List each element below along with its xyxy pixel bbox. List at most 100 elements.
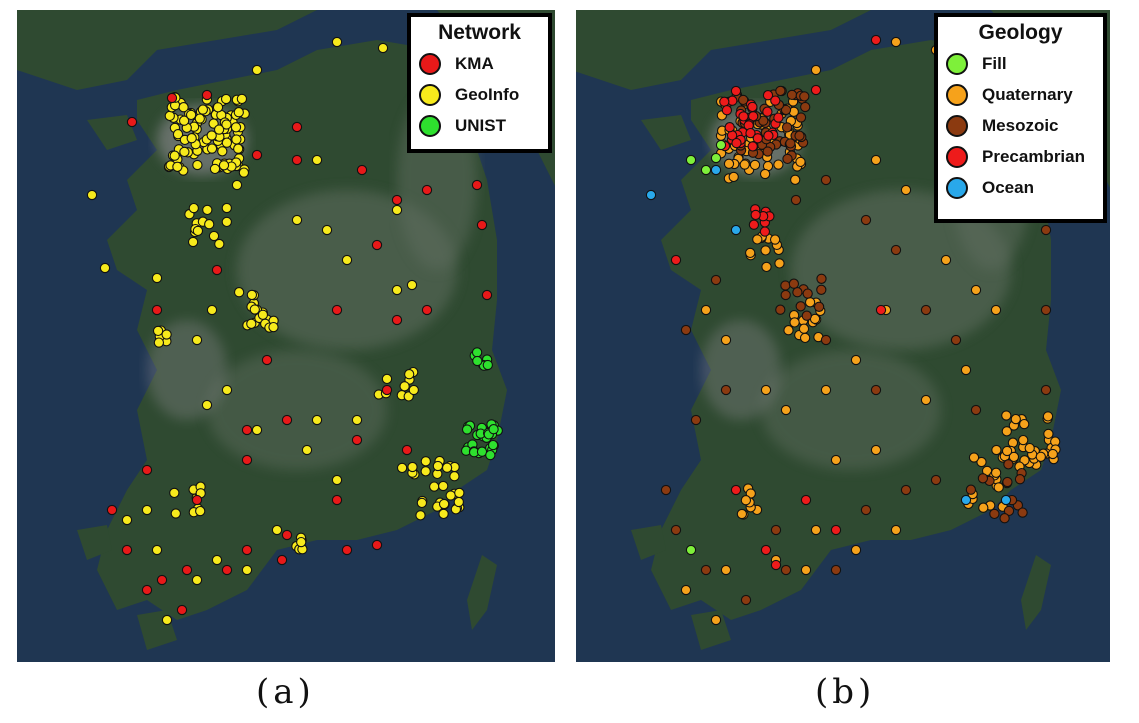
- mesozoic-site: [830, 564, 842, 576]
- kma-station: [141, 464, 153, 476]
- kma-station: [381, 384, 393, 396]
- quaternary-site: [890, 524, 902, 536]
- quaternary-site: [850, 544, 862, 556]
- mesozoic-site: [820, 174, 832, 186]
- kma-station: [391, 314, 403, 326]
- fill-site: [700, 164, 712, 176]
- mesozoic-site: [999, 513, 1010, 524]
- geoinfo-station: [251, 64, 263, 76]
- quaternary-site: [970, 284, 982, 296]
- geoinfo-station: [406, 279, 418, 291]
- geoinfo-station: [191, 574, 203, 586]
- kma-station: [181, 564, 193, 576]
- geoinfo-station: [221, 137, 233, 148]
- quaternary-site: [804, 297, 816, 308]
- kma-station: [281, 414, 293, 426]
- quaternary-site: [749, 159, 761, 171]
- quaternary-site: [710, 614, 722, 626]
- geoinfo-station: [191, 334, 203, 346]
- ocean-site: [960, 494, 972, 506]
- mesozoic-site: [770, 524, 782, 536]
- island: [631, 525, 666, 560]
- geoinfo-station: [251, 424, 263, 436]
- geoinfo-station: [416, 497, 428, 509]
- mesozoic-site: [660, 484, 672, 496]
- geoinfo-station: [194, 113, 205, 124]
- caption-a: (a): [256, 672, 315, 712]
- quaternary-site: [990, 304, 1002, 316]
- geoinfo-station: [206, 143, 218, 154]
- geoinfo-station: [438, 480, 449, 492]
- geoinfo-station: [151, 544, 163, 556]
- mesozoic-site: [860, 214, 872, 226]
- mesozoic-site: [1003, 459, 1014, 470]
- precambrian-site: [719, 96, 730, 107]
- mesozoic-site: [794, 130, 805, 141]
- island: [77, 525, 112, 560]
- geoinfo-station: [178, 115, 190, 126]
- geoinfo-station: [415, 510, 426, 521]
- ocean-site: [1000, 494, 1012, 506]
- geoinfo-station: [201, 399, 213, 411]
- quaternary-site: [810, 524, 822, 536]
- geoinfo-station: [208, 230, 220, 242]
- mesozoic-site: [900, 484, 912, 496]
- quaternary-site: [920, 394, 932, 406]
- unist-station: [472, 355, 483, 367]
- mesozoic-site: [758, 115, 769, 126]
- precambrian-site: [875, 304, 887, 316]
- map-panel-geology: Geology Fill Quaternary Mesozoic Precamb…: [576, 10, 1110, 662]
- kma-station: [371, 239, 383, 251]
- geoinfo-station: [192, 225, 204, 237]
- kma-station: [371, 539, 383, 551]
- geoinfo-station: [221, 216, 232, 228]
- kma-station: [241, 454, 253, 466]
- mesozoic-site: [700, 564, 712, 576]
- geoinfo-station: [233, 107, 244, 118]
- mesozoic-site: [965, 484, 977, 495]
- mesozoic-site: [820, 334, 832, 346]
- geoinfo-station: [209, 163, 221, 175]
- quaternary-site: [991, 444, 1002, 456]
- geoinfo-station: [217, 146, 228, 157]
- geoinfo-station: [449, 471, 460, 482]
- geoinfo-station: [188, 202, 199, 214]
- geoinfo-station: [399, 381, 410, 392]
- mesozoic-site: [780, 280, 791, 291]
- kma-station: [291, 121, 303, 133]
- quaternary-site: [1018, 434, 1029, 446]
- geology-legend: Geology Fill Quaternary Mesozoic Precamb…: [934, 13, 1107, 223]
- geoinfo-station: [206, 130, 217, 141]
- unist-swatch-icon: [419, 114, 441, 137]
- geoinfo-station: [268, 321, 279, 333]
- fill-site: [685, 154, 697, 166]
- geoinfo-station: [331, 474, 343, 486]
- precambrian-site: [730, 85, 742, 97]
- mesozoic-site: [920, 304, 932, 316]
- fill-site: [710, 152, 722, 164]
- mesozoic-site: [792, 287, 803, 298]
- quaternary-site: [993, 482, 1004, 493]
- mountain-area: [237, 190, 457, 350]
- quaternary-site: [723, 158, 735, 169]
- mesozoic-site: [860, 504, 872, 516]
- quaternary-site: [890, 36, 902, 48]
- quaternary-site: [740, 495, 752, 506]
- quaternary-site: [990, 467, 1002, 478]
- quaternary-site: [774, 258, 785, 269]
- kma-swatch-icon: [419, 52, 441, 75]
- geoinfo-station: [220, 93, 232, 105]
- geoinfo-station: [161, 329, 172, 340]
- legend-item-quaternary: Quaternary: [938, 79, 1103, 110]
- geoinfo-station: [187, 236, 199, 248]
- kma-station: [151, 304, 163, 316]
- geoinfo-station: [230, 122, 242, 133]
- mesozoic-site: [795, 301, 806, 312]
- geoinfo-station: [86, 189, 98, 201]
- geoinfo-station: [445, 490, 456, 501]
- mesozoic-site: [1040, 224, 1052, 236]
- legend-item-mesozoic: Mesozoic: [938, 110, 1103, 141]
- mesozoic-site: [801, 310, 812, 321]
- mesozoic-site: [788, 278, 800, 289]
- mesozoic-site: [670, 524, 682, 536]
